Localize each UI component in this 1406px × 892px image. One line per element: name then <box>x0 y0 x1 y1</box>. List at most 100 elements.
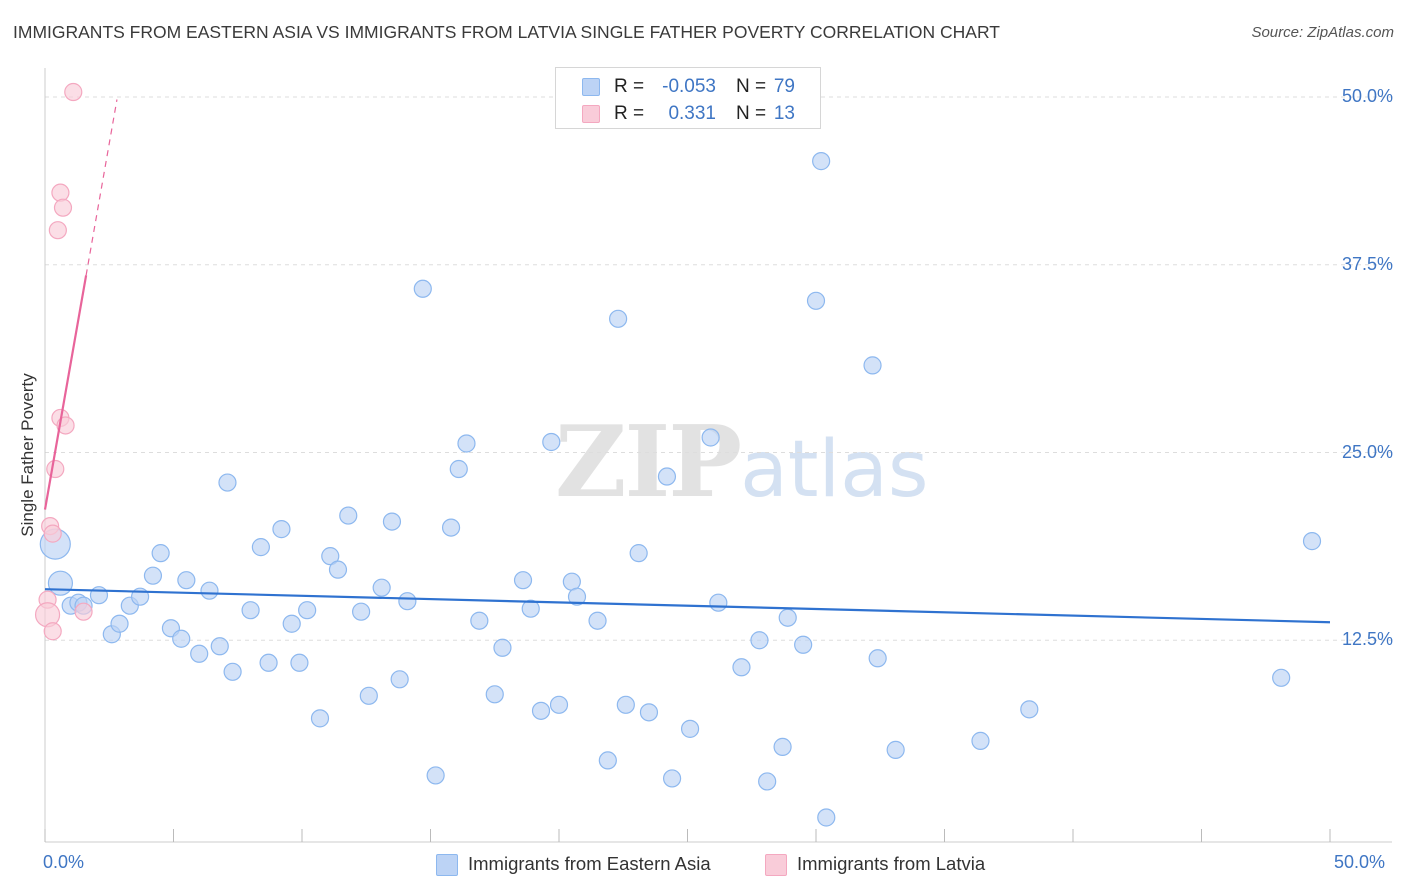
point-eastern-asia <box>709 593 728 612</box>
legend: Immigrants from Eastern Asia Immigrants … <box>0 850 1406 880</box>
stats-swatch-eastern-asia <box>582 78 600 96</box>
point-latvia <box>43 524 62 543</box>
point-latvia <box>48 221 67 240</box>
point-eastern-asia <box>549 695 569 714</box>
y-tick-label: 37.5% <box>1341 253 1393 274</box>
point-eastern-asia <box>493 638 512 657</box>
point-latvia <box>53 198 73 217</box>
point-eastern-asia <box>562 572 581 591</box>
stats-r-value: 0.331 <box>668 103 716 124</box>
stats-n-label: N = <box>736 76 767 97</box>
point-eastern-asia <box>750 631 769 650</box>
stats-box: R = -0.053 N = 79 R = 0.331 N = 13 <box>555 67 821 129</box>
point-eastern-asia <box>662 769 682 788</box>
point-eastern-asia <box>143 566 163 585</box>
point-eastern-asia <box>398 592 417 611</box>
chart-title: IMMIGRANTS FROM EASTERN ASIA VS IMMIGRAN… <box>13 22 1000 42</box>
trend-line-latvia-extension <box>85 99 118 276</box>
trend-line-latvia <box>43 275 88 510</box>
y-tick-label: 25.0% <box>1341 441 1393 462</box>
point-eastern-asia <box>210 637 229 656</box>
point-eastern-asia <box>310 709 330 728</box>
watermark-zip: ZIP <box>555 405 742 520</box>
point-eastern-asia <box>863 356 882 375</box>
point-eastern-asia <box>110 614 129 633</box>
axis-layer <box>44 68 1392 843</box>
legend-label: Immigrants from Eastern Asia <box>468 853 711 874</box>
point-eastern-asia <box>200 581 219 600</box>
point-eastern-asia <box>426 766 445 785</box>
point-eastern-asia <box>339 506 358 525</box>
chart-source: Source: ZipAtlas.com <box>1251 24 1394 41</box>
point-eastern-asia <box>241 601 260 620</box>
stats-n-value: 13 <box>773 103 795 124</box>
point-eastern-asia <box>321 547 340 566</box>
point-eastern-asia <box>218 473 237 492</box>
points-layer <box>34 82 1322 827</box>
stats-r-label: R = <box>614 76 645 97</box>
point-eastern-asia <box>657 467 677 486</box>
watermark: ZIPatlas <box>555 405 929 520</box>
point-eastern-asia <box>680 719 700 738</box>
point-eastern-asia <box>485 685 504 704</box>
point-eastern-asia <box>282 614 301 633</box>
point-eastern-asia <box>151 544 170 563</box>
stats-swatch-latvia <box>582 105 600 123</box>
y-tick-label: 50.0% <box>1341 86 1393 106</box>
point-eastern-asia <box>806 291 826 310</box>
point-eastern-asia <box>886 740 905 759</box>
stats-row-latvia: R = 0.331 N = 13 <box>556 101 820 127</box>
legend-swatch-eastern-asia <box>436 854 458 876</box>
point-eastern-asia <box>778 608 797 627</box>
point-eastern-asia <box>794 635 813 654</box>
x-tick-label-min: 0.0% <box>43 852 85 872</box>
point-eastern-asia <box>616 695 635 714</box>
point-eastern-asia <box>251 538 270 557</box>
stats-n-value: 79 <box>773 76 795 97</box>
point-eastern-asia <box>372 578 391 597</box>
x-tick-label-max: 50.0% <box>1334 852 1386 872</box>
point-eastern-asia <box>449 459 468 479</box>
point-latvia <box>46 459 65 479</box>
legend-label: Immigrants from Latvia <box>797 853 986 874</box>
point-eastern-asia <box>521 599 540 618</box>
point-eastern-asia <box>413 279 432 298</box>
point-eastern-asia <box>609 309 628 328</box>
y-tick-label: 12.5% <box>1341 629 1393 650</box>
point-eastern-asia <box>758 772 777 791</box>
point-eastern-asia <box>457 434 476 453</box>
point-latvia <box>74 602 93 621</box>
trend-layer <box>43 99 1331 624</box>
point-eastern-asia <box>1020 700 1039 719</box>
point-eastern-asia <box>1272 668 1291 687</box>
stats-row-eastern-asia: R = -0.053 N = 79 <box>556 74 820 100</box>
stats-r-label: R = <box>614 103 645 124</box>
point-eastern-asia <box>1302 532 1322 551</box>
point-eastern-asia <box>328 560 348 579</box>
point-eastern-asia <box>47 570 74 596</box>
point-eastern-asia <box>89 586 109 605</box>
point-eastern-asia <box>513 571 533 590</box>
point-eastern-asia <box>172 629 191 648</box>
stats-r-value: -0.053 <box>662 76 716 97</box>
y-axis-label: Single Father Poverty <box>18 373 37 537</box>
point-eastern-asia <box>441 518 461 537</box>
point-eastern-asia <box>567 587 587 606</box>
grid-layer <box>45 96 1392 641</box>
point-latvia <box>64 82 83 102</box>
point-eastern-asia <box>812 152 831 171</box>
point-eastern-asia <box>542 432 561 452</box>
point-eastern-asia <box>588 611 607 630</box>
point-eastern-asia <box>531 701 551 720</box>
point-eastern-asia <box>817 808 836 827</box>
point-eastern-asia <box>598 751 617 770</box>
point-eastern-asia <box>359 686 378 705</box>
point-eastern-asia <box>272 520 291 539</box>
trend-line-eastern-asia <box>44 588 1331 624</box>
point-latvia <box>51 183 70 202</box>
stats-n-label: N = <box>736 103 767 124</box>
point-eastern-asia <box>773 737 792 756</box>
point-eastern-asia <box>971 731 990 750</box>
point-eastern-asia <box>190 644 209 663</box>
point-eastern-asia <box>259 653 278 672</box>
